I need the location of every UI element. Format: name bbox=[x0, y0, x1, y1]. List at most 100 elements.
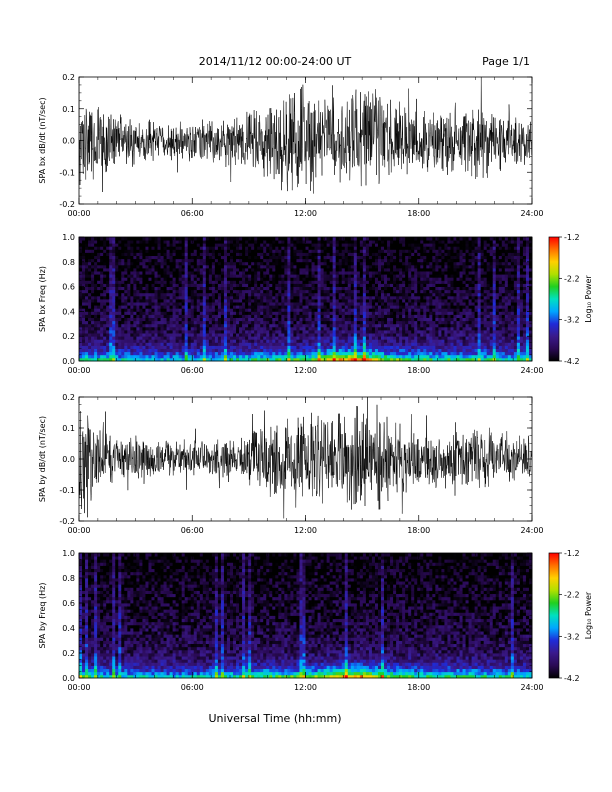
spectrogram-cell bbox=[239, 277, 243, 281]
spectrogram-cell bbox=[154, 308, 158, 312]
spectrogram-cell bbox=[299, 326, 303, 331]
spectrogram-cell bbox=[214, 299, 219, 303]
spectrogram-cell bbox=[332, 240, 337, 244]
spectrogram-cell bbox=[239, 280, 243, 284]
spectrogram-cell bbox=[429, 286, 433, 291]
spectrogram-cell bbox=[320, 261, 325, 266]
spectrogram-cell bbox=[432, 246, 436, 250]
spectrogram-cell bbox=[384, 246, 388, 250]
spectrogram-cell bbox=[374, 271, 379, 275]
spectrogram-cell bbox=[399, 354, 403, 359]
spectrogram-cell bbox=[332, 243, 337, 247]
spectrogram-cell bbox=[196, 268, 201, 272]
spectrogram-cell bbox=[332, 339, 337, 343]
spectrogram-cell bbox=[432, 268, 436, 272]
spectrogram-cell bbox=[387, 336, 391, 340]
spectrogram-cell bbox=[377, 320, 382, 325]
spectrogram-cell bbox=[371, 302, 376, 306]
spectrogram-cell bbox=[154, 264, 158, 269]
spectrogram-cell bbox=[311, 326, 315, 331]
spectrogram-cell bbox=[365, 280, 370, 284]
spectrogram-cell bbox=[365, 342, 370, 346]
spectrogram-cell bbox=[148, 351, 152, 356]
spectrogram-cell bbox=[356, 317, 361, 322]
spectrogram-cell bbox=[384, 274, 388, 278]
spectrogram-cell bbox=[220, 261, 225, 266]
spectrogram-cell bbox=[344, 280, 349, 284]
spectrogram-cell bbox=[429, 271, 433, 275]
spectrogram-cell bbox=[245, 339, 249, 343]
spectrogram-cell bbox=[426, 299, 430, 303]
spectrogram-cell bbox=[175, 342, 180, 346]
spectrogram-cell bbox=[226, 354, 231, 359]
spectrogram-cell bbox=[136, 237, 140, 241]
spectrogram-cell bbox=[293, 243, 297, 247]
spectrogram-cell bbox=[223, 240, 228, 244]
spectrogram-cell bbox=[269, 333, 273, 337]
spectrogram-cell bbox=[408, 292, 412, 297]
spectrogram-cell bbox=[365, 299, 370, 303]
spectrogram-cell bbox=[302, 333, 306, 337]
spectrogram-cell bbox=[124, 348, 128, 353]
spectrogram-cell bbox=[157, 330, 161, 334]
spectrogram-cell bbox=[205, 283, 210, 287]
spectrogram-cell bbox=[377, 348, 382, 353]
spectrogram-cell bbox=[393, 317, 397, 322]
spectrogram-cell bbox=[136, 271, 140, 275]
spectrogram-cell bbox=[278, 330, 282, 334]
spectrogram-cell bbox=[160, 280, 164, 284]
spectrogram-cell bbox=[368, 317, 373, 322]
spectrogram-cell bbox=[196, 342, 201, 346]
spectrogram-cell bbox=[85, 354, 89, 359]
spectrogram-cell bbox=[127, 249, 131, 253]
spectrogram-cell bbox=[314, 323, 318, 328]
spectrogram-cell bbox=[199, 280, 204, 284]
spectrogram-cell bbox=[281, 237, 285, 241]
spectrogram-cell bbox=[220, 345, 225, 349]
spectrogram-cell bbox=[275, 323, 279, 328]
spectrogram-cell bbox=[260, 305, 264, 309]
spectrogram-cell bbox=[199, 333, 204, 337]
spectrogram-cell bbox=[115, 330, 119, 334]
spectrogram-cell bbox=[88, 326, 92, 331]
spectrogram-cell bbox=[190, 302, 195, 306]
spectrogram-cell bbox=[290, 317, 294, 322]
spectrogram-cell bbox=[142, 302, 146, 306]
spectrogram-cell bbox=[79, 261, 83, 266]
spectrogram-cell bbox=[368, 237, 373, 241]
spectrogram-cell bbox=[408, 336, 412, 340]
spectrogram-cell bbox=[402, 271, 406, 275]
spectrogram-cell bbox=[136, 348, 140, 353]
spectrogram-cell bbox=[220, 308, 225, 312]
spectrogram-cell bbox=[323, 277, 328, 281]
spectrogram-cell bbox=[317, 274, 321, 278]
spectrogram-cell bbox=[399, 274, 403, 278]
spectrogram-cell bbox=[359, 264, 364, 269]
spectrogram-cell bbox=[79, 333, 83, 337]
spectrogram-cell bbox=[106, 330, 110, 334]
spectrogram-cell bbox=[387, 237, 391, 241]
spectrogram-cell bbox=[396, 308, 400, 312]
spectrogram-cell bbox=[257, 274, 261, 278]
spectrogram-cell bbox=[263, 339, 267, 343]
spectrogram-cell bbox=[356, 354, 361, 359]
spectrogram-cell bbox=[103, 339, 107, 343]
spectrogram-cell bbox=[181, 249, 186, 253]
spectrogram-cell bbox=[381, 264, 385, 269]
spectrogram-cell bbox=[281, 345, 285, 349]
spectrogram-cell bbox=[217, 277, 222, 281]
spectrogram-cell bbox=[287, 336, 291, 340]
spectrogram-cell bbox=[350, 292, 355, 297]
spectrogram-cell bbox=[254, 317, 258, 322]
spectrogram-cell bbox=[211, 308, 216, 312]
spectrogram-cell bbox=[426, 339, 430, 343]
spectrogram-cell bbox=[365, 305, 370, 309]
spectrogram-cell bbox=[356, 348, 361, 353]
spectrogram-cell bbox=[353, 345, 358, 349]
spectrogram-cell bbox=[187, 261, 192, 266]
spectrogram-cell bbox=[115, 299, 119, 303]
spectrogram-cell bbox=[115, 289, 119, 294]
spectrogram-cell bbox=[88, 237, 92, 241]
spectrogram-cell bbox=[353, 354, 358, 359]
spectrogram-cell bbox=[208, 336, 213, 340]
